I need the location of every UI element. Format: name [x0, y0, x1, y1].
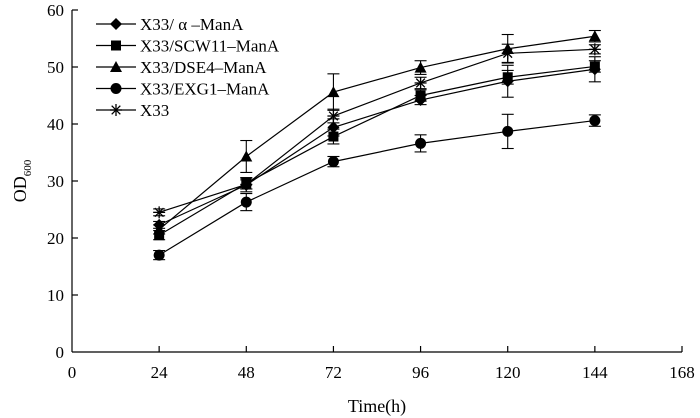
series-line — [158, 48, 595, 213]
data-point-triangle — [153, 223, 166, 235]
data-point-circle — [415, 137, 427, 149]
series-line — [158, 119, 595, 256]
y-axis-title-main: OD — [10, 176, 30, 202]
data-point-asterisk — [327, 110, 340, 123]
data-point-square — [328, 131, 339, 142]
data-point-diamond — [110, 18, 122, 30]
y-axis-title: OD600 — [10, 159, 34, 202]
series-line — [158, 65, 595, 236]
asterisk-stroke — [241, 179, 252, 190]
series-5 — [153, 43, 601, 219]
x-tick-label: 168 — [669, 363, 695, 382]
data-point-circle — [110, 83, 122, 94]
x-tick-label: 96 — [412, 363, 429, 382]
y-ticks: 0 10 20 30 40 50 60 — [47, 1, 78, 362]
x-tick-label: 24 — [151, 363, 169, 382]
legend-item: X33/ α –ManA — [96, 15, 244, 34]
data-point-asterisk — [501, 47, 514, 60]
data-point-circle — [327, 156, 339, 168]
data-point-circle — [589, 115, 601, 127]
series-line — [158, 35, 595, 230]
asterisk-stroke — [415, 78, 426, 88]
data-point-square — [502, 72, 513, 83]
legend-item: X33/SCW11–ManA — [96, 37, 280, 56]
asterisk-stroke — [502, 48, 513, 59]
data-point-triangle — [414, 61, 427, 73]
x-tick-label: 120 — [495, 363, 521, 382]
data-point-asterisk — [153, 206, 166, 219]
legend-label: X33/SCW11–ManA — [140, 37, 280, 56]
y-axis-title-subscript: 600 — [22, 159, 34, 176]
x-axis-title: Time(h) — [348, 396, 406, 417]
asterisk-stroke — [111, 105, 121, 115]
y-tick-label: 50 — [47, 58, 64, 77]
legend-label: X33/ α –ManA — [140, 15, 244, 34]
series-4 — [153, 113, 601, 261]
y-tick-label: 30 — [47, 172, 64, 191]
y-tick-label: 20 — [47, 229, 64, 248]
y-tick-label: 10 — [47, 286, 64, 305]
x-tick-label: 144 — [582, 363, 608, 382]
data-point-triangle — [327, 86, 340, 98]
legend-item: X33/EXG1–ManA — [96, 80, 270, 99]
data-point-square — [415, 90, 426, 101]
data-point-square — [154, 230, 165, 241]
y-tick-label: 40 — [47, 115, 64, 134]
data-point-circle — [240, 196, 252, 208]
data-point-triangle — [240, 150, 253, 162]
asterisk-stroke — [590, 44, 600, 55]
data-point-asterisk — [414, 76, 427, 89]
legend-item: X33 — [96, 101, 169, 120]
x-ticks: 0 24 48 72 96 120 144 168 — [68, 346, 695, 382]
x-tick-label: 0 — [68, 363, 77, 382]
data-point-circle — [502, 125, 514, 137]
asterisk-stroke — [328, 111, 339, 121]
data-point-asterisk — [240, 178, 253, 191]
asterisk-stroke — [154, 207, 164, 218]
data-point-triangle — [110, 61, 122, 72]
data-point-diamond — [327, 121, 340, 134]
data-point-square — [111, 40, 121, 51]
y-tick-label: 60 — [47, 1, 64, 20]
legend-label: X33/DSE4–ManA — [140, 58, 267, 77]
data-point-asterisk — [110, 104, 122, 116]
data-point-triangle — [588, 30, 601, 42]
legend-label: X33/EXG1–ManA — [140, 80, 270, 99]
data-point-asterisk — [588, 43, 601, 56]
data-point-circle — [153, 249, 165, 261]
legend-label: X33 — [140, 101, 169, 120]
x-tick-label: 72 — [325, 363, 342, 382]
series-layer — [153, 29, 601, 261]
x-tick-label: 48 — [238, 363, 255, 382]
data-point-square — [589, 61, 600, 72]
y-tick-label: 0 — [56, 343, 65, 362]
svg-text:OD600: OD600 — [10, 159, 34, 202]
legend-item: X33/DSE4–ManA — [96, 58, 267, 77]
legend: X33/ α –ManA X33/SCW11–ManA X33/DSE4–ManA X… — [96, 15, 280, 120]
